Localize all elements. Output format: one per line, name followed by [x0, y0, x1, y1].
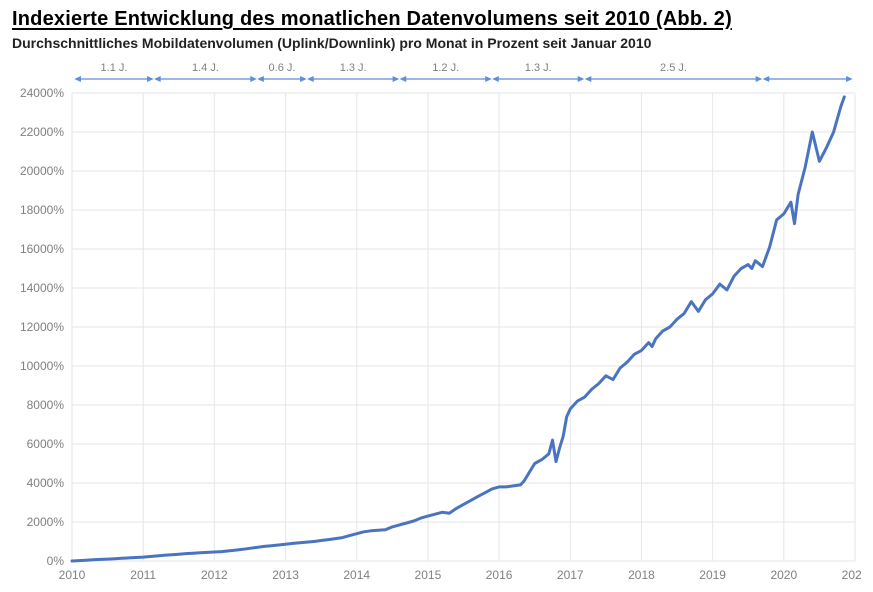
chart-subtitle: Durchschnittliches Mobildatenvolumen (Up…: [12, 35, 861, 51]
segment-label: 1.3 J.: [525, 62, 552, 74]
y-tick-label: 8000%: [27, 398, 65, 412]
x-tick-label: 2021: [842, 568, 861, 582]
y-tick-label: 16000%: [20, 242, 64, 256]
y-tick-label: 24000%: [20, 86, 64, 100]
segment-label: 1.1 J.: [101, 62, 128, 74]
data-line: [72, 97, 844, 561]
x-tick-label: 2016: [486, 568, 513, 582]
y-tick-label: 22000%: [20, 125, 64, 139]
x-tick-label: 2014: [343, 568, 370, 582]
y-tick-label: 4000%: [27, 476, 65, 490]
chart-svg: 0% 2000% 4000% 6000% 8000% 10000% 12000% 14000%…: [12, 57, 861, 591]
segment-label: 1.3 J.: [340, 62, 367, 74]
x-tick-label: 2011: [130, 568, 156, 582]
y-tick-label: 10000%: [20, 359, 64, 373]
x-tick-label: 2012: [201, 568, 228, 582]
x-tick-label: 2020: [770, 568, 797, 582]
x-tick-label: 2019: [699, 568, 726, 582]
segment-label: 0.6 J.: [269, 62, 296, 74]
y-tick-label: 0%: [47, 554, 65, 568]
y-tick-label: 6000%: [27, 437, 65, 451]
chart-area: 0% 2000% 4000% 6000% 8000% 10000% 12000% 14000%…: [12, 57, 861, 591]
x-tick-label: 2018: [628, 568, 655, 582]
x-tick-label: 2017: [557, 568, 584, 582]
x-tick-label: 2010: [59, 568, 86, 582]
segment-label: 1.4 J.: [192, 62, 219, 74]
segment-label: 1.2 J.: [432, 62, 459, 74]
x-tick-label: 2013: [272, 568, 299, 582]
y-tick-label: 18000%: [20, 203, 64, 217]
y-tick-label: 14000%: [20, 281, 64, 295]
y-tick-label: 2000%: [27, 515, 65, 529]
chart-title: Indexierte Entwicklung des monatlichen D…: [12, 8, 861, 31]
y-tick-label: 20000%: [20, 164, 64, 178]
x-tick-label: 2015: [415, 568, 442, 582]
segment-label: 2.5 J.: [660, 62, 687, 74]
y-tick-label: 12000%: [20, 320, 64, 334]
